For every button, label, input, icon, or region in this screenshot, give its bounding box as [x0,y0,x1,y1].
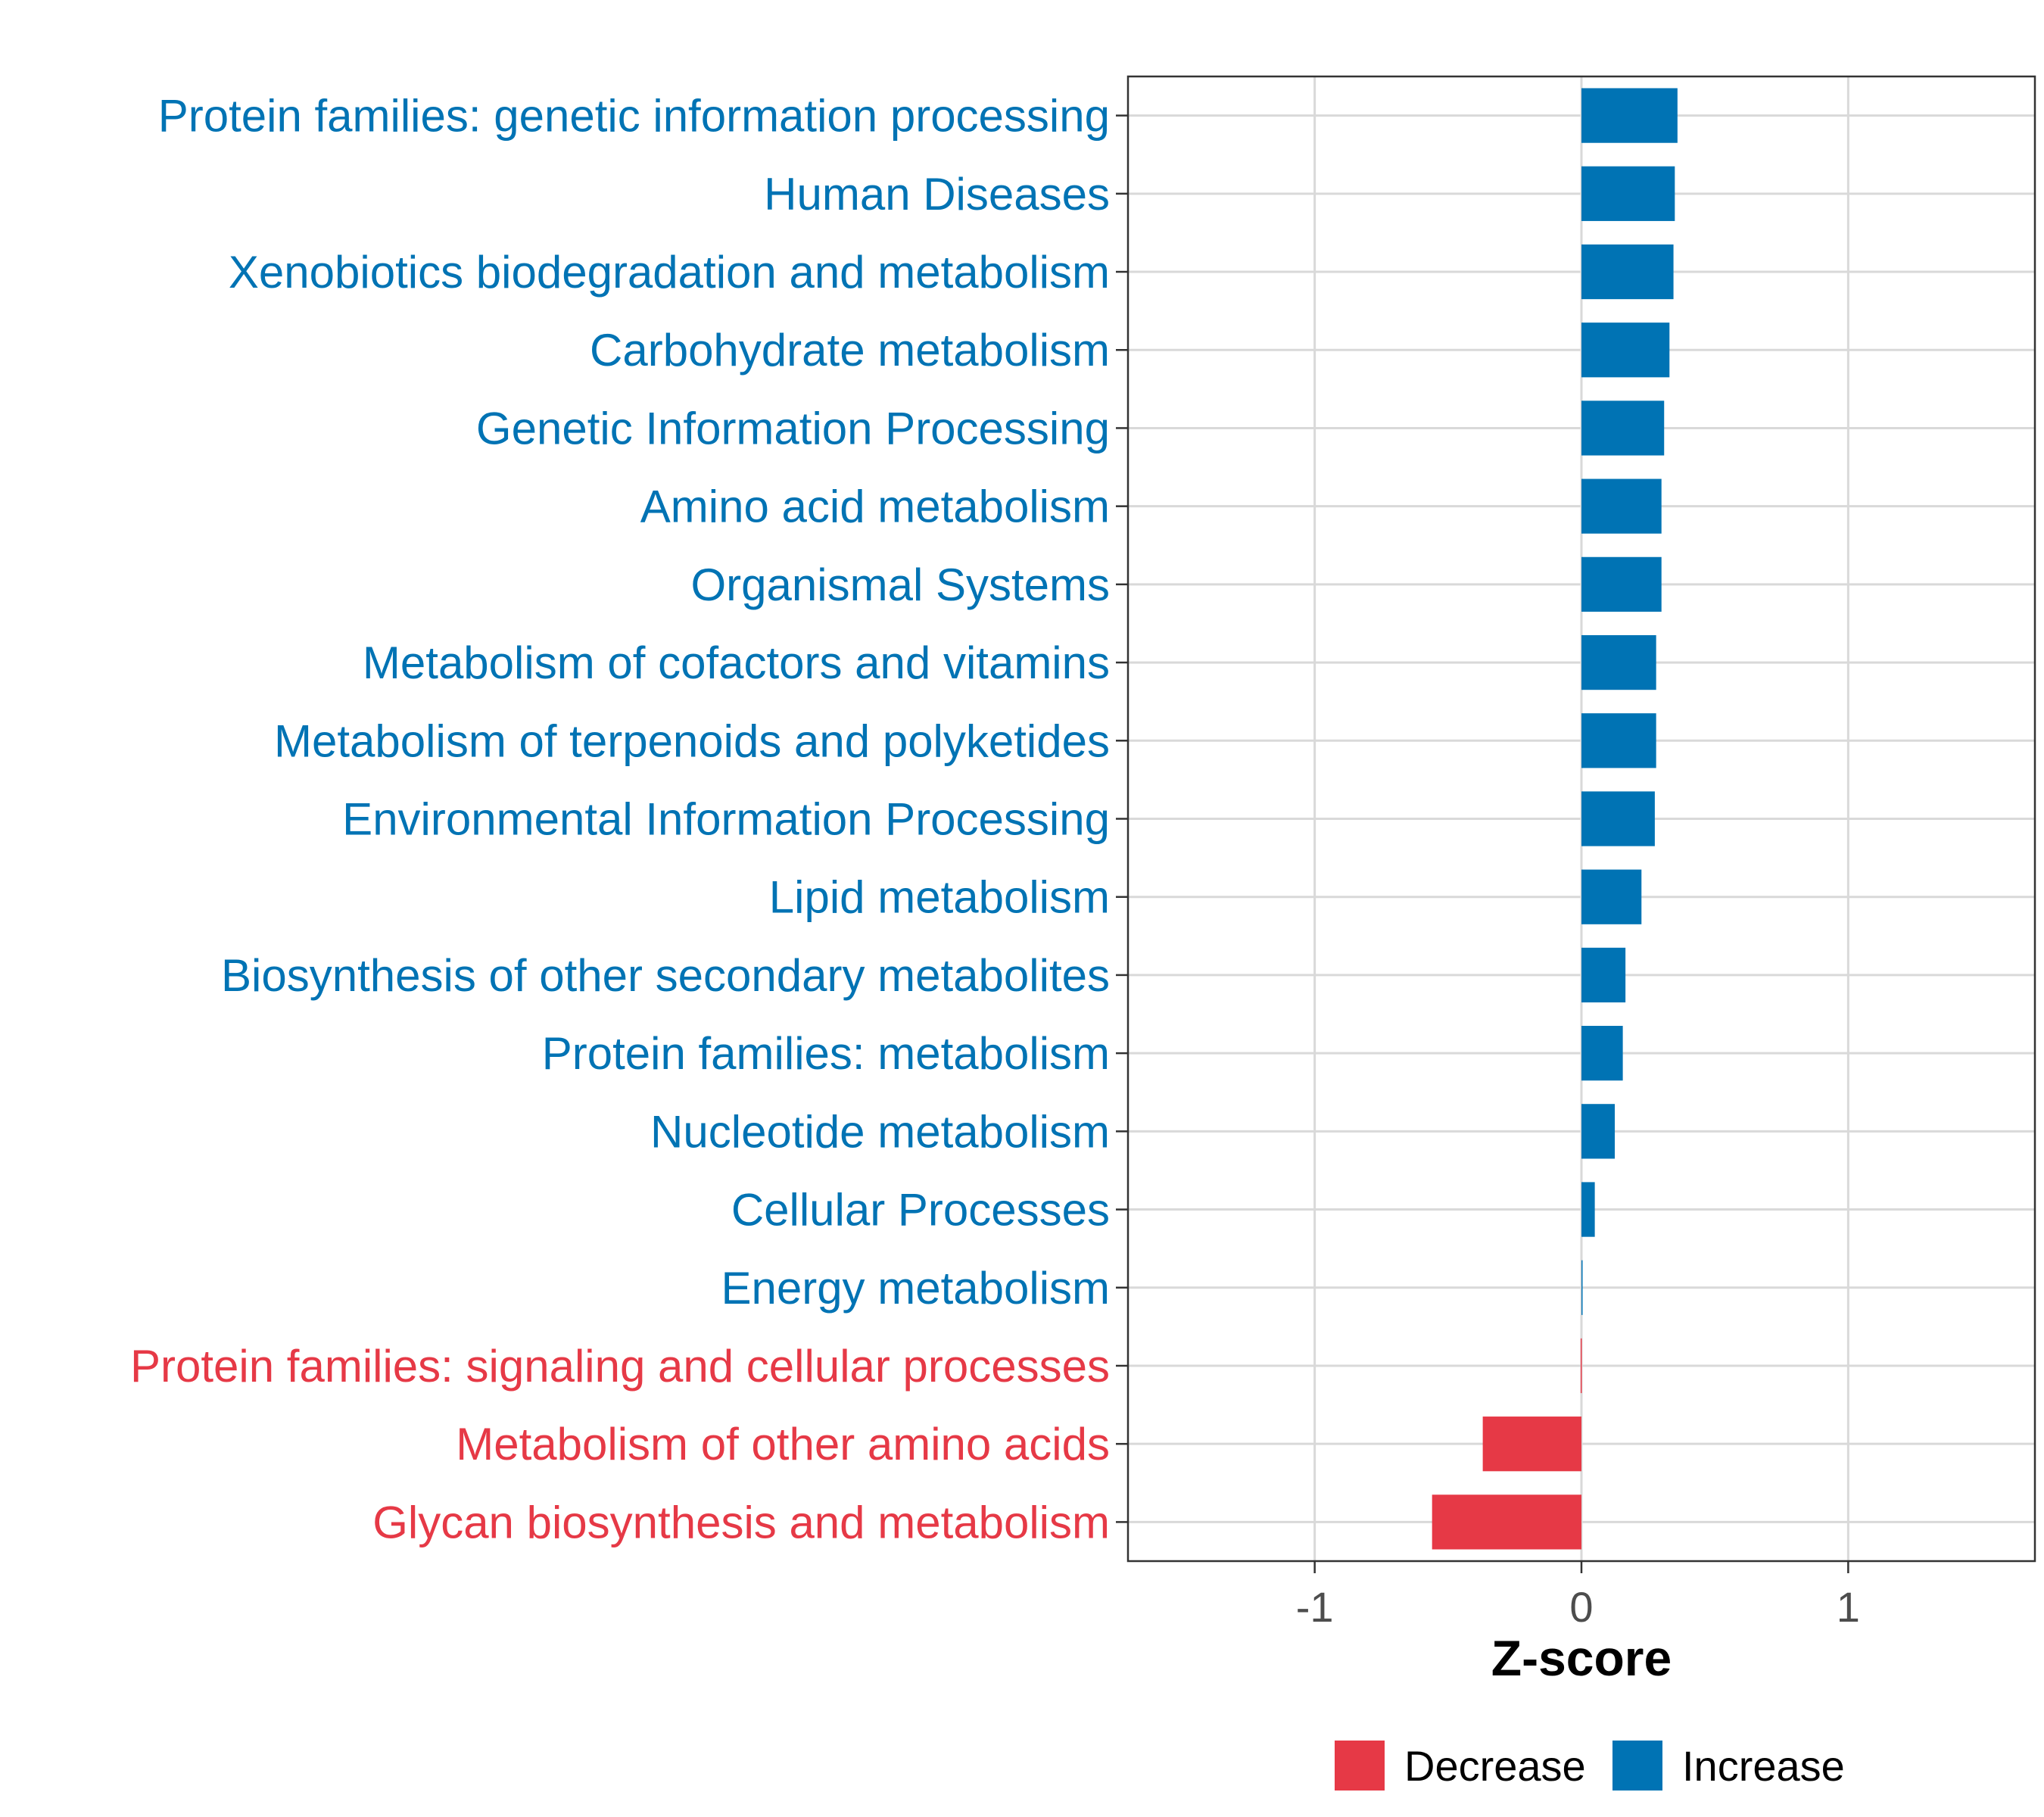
bar-xenobiotics-biodegradation-and-metabolism [1581,244,1674,300]
bar-metabolism-of-terpenoids-and-polyketides [1581,713,1656,768]
category-label: Amino acid metabolism [640,482,1110,532]
bar-protein-families-genetic-information-processing [1581,88,1678,143]
category-label: Protein families: genetic information pr… [158,91,1110,142]
legend-label-increase: Increase [1682,1742,1845,1790]
bar-protein-families-signaling-and-cellular-processes [1580,1338,1582,1394]
bar-cellular-processes [1581,1182,1595,1237]
legend: Decrease Increase [1335,1741,1845,1791]
bar-glycan-biosynthesis-and-metabolism [1432,1494,1581,1550]
category-label: Human Diseases [764,169,1110,220]
category-label: Genetic Information Processing [476,403,1110,453]
category-label: Organismal Systems [691,559,1110,610]
y-axis-labels: Protein families: genetic information pr… [130,91,1110,1548]
bar-organismal-systems [1581,556,1662,612]
category-label: Metabolism of other amino acids [456,1419,1110,1469]
category-label: Biosynthesis of other secondary metaboli… [221,950,1110,1001]
category-label: Glycan biosynthesis and metabolism [372,1497,1110,1547]
bars [1432,88,1678,1550]
legend-swatch-decrease [1335,1741,1385,1791]
bar-protein-families-metabolism [1581,1026,1623,1081]
category-label: Lipid metabolism [769,872,1110,923]
legend-label-decrease: Decrease [1404,1742,1586,1790]
category-label: Metabolism of cofactors and vitamins [363,637,1110,688]
x-axis-title: Z-score [1491,1630,1672,1686]
x-tick-label: 1 [1837,1583,1860,1631]
bar-metabolism-of-other-amino-acids [1482,1417,1581,1472]
category-label: Energy metabolism [721,1263,1110,1314]
y-axis-ticks [1116,114,1128,1523]
bar-nucleotide-metabolism [1581,1104,1616,1159]
bar-energy-metabolism [1581,1260,1583,1315]
bar-lipid-metabolism [1581,869,1642,924]
category-label: Metabolism of terpenoids and polyketides [274,715,1110,766]
x-tick-label: 0 [1569,1583,1593,1631]
bar-carbohydrate-metabolism [1581,323,1670,378]
bar-human-diseases [1581,166,1675,221]
category-label: Protein families: metabolism [542,1028,1110,1079]
category-label: Carbohydrate metabolism [590,325,1110,376]
legend-swatch-increase [1612,1741,1662,1791]
bar-amino-acid-metabolism [1581,478,1662,534]
x-tick-label: -1 [1296,1583,1334,1631]
category-label: Environmental Information Processing [342,794,1110,845]
category-label: Protein families: signaling and cellular… [130,1341,1110,1392]
category-label: Cellular Processes [731,1185,1110,1236]
bar-environmental-information-processing [1581,791,1655,846]
bar-metabolism-of-cofactors-and-vitamins [1581,634,1656,690]
category-label: Xenobiotics biodegradation and metabolis… [229,247,1110,298]
category-label: Nucleotide metabolism [650,1106,1110,1157]
x-axis-ticks: -1 0 1 [1296,1561,1860,1631]
bar-genetic-information-processing [1581,400,1665,456]
bar-biosynthesis-of-other-secondary-metabolites [1581,947,1626,1003]
